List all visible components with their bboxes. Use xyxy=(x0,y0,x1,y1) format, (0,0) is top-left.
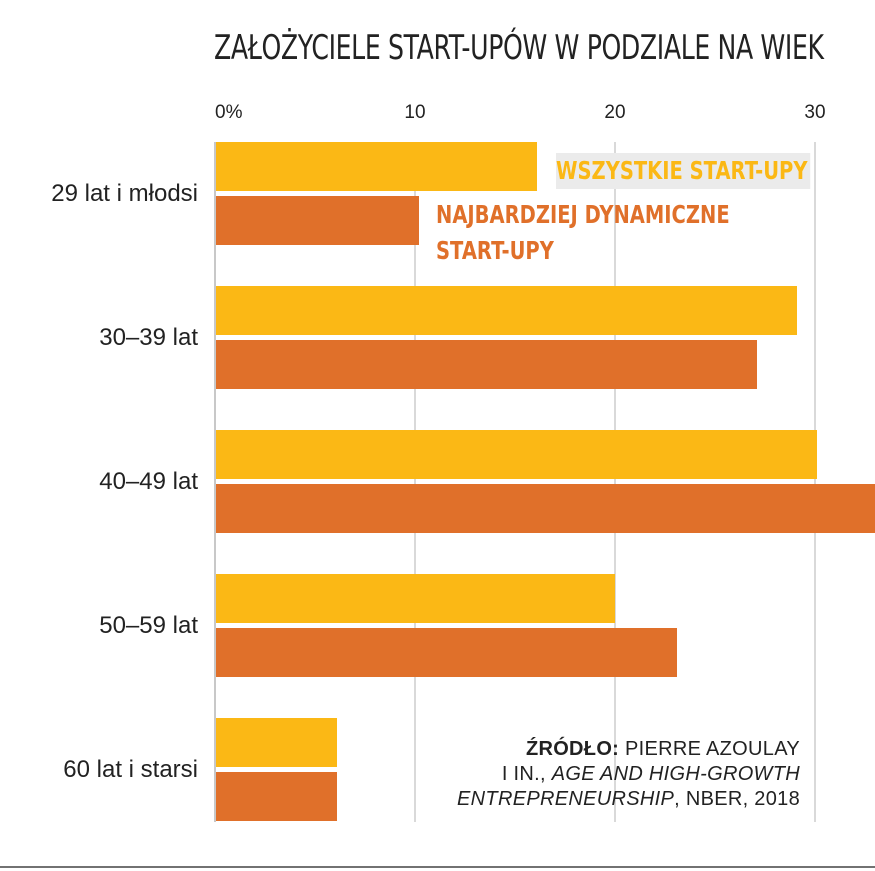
bar-all-startups xyxy=(215,718,337,767)
bar-all-startups xyxy=(215,430,817,479)
bar-dynamic-startups xyxy=(215,772,337,821)
source-title-part1: AGE AND HIGH-GROWTH xyxy=(551,763,800,785)
bar-dynamic-startups xyxy=(215,340,757,389)
source-line-2: I IN., AGE AND HIGH-GROWTH xyxy=(457,762,800,787)
source-note: ŹRÓDŁO: PIERRE AZOULAY I IN., AGE AND HI… xyxy=(457,737,800,812)
source-title-part2: ENTREPRENEURSHIP xyxy=(457,788,675,810)
category-label: 29 lat i młodsi xyxy=(51,180,198,207)
category-label: 40–49 lat xyxy=(99,468,198,495)
category-label: 50–59 lat xyxy=(99,612,198,639)
x-tick-label: 10 xyxy=(404,102,425,123)
bar-all-startups xyxy=(215,142,537,191)
x-tick-label: 20 xyxy=(604,102,625,123)
source-line-3: ENTREPRENEURSHIP, NBER, 2018 xyxy=(457,787,800,812)
legend-all-startups: WSZYSTKIE START-UPY xyxy=(556,153,811,189)
bar-dynamic-startups xyxy=(215,196,419,245)
source-publisher: , NBER, 2018 xyxy=(674,788,800,810)
bar-dynamic-startups xyxy=(215,628,677,677)
source-line-1: ŹRÓDŁO: PIERRE AZOULAY xyxy=(457,737,800,762)
chart-title: ZAŁOŻYCIELE START-UPÓW W PODZIALE NA WIE… xyxy=(214,28,824,68)
x-tick-label: 30 xyxy=(804,102,825,123)
source-etal: I IN., xyxy=(501,763,552,785)
category-label: 30–39 lat xyxy=(99,324,198,351)
bar-all-startups xyxy=(215,574,615,623)
legend-dynamic-startups-line2: START-UPY xyxy=(436,236,554,265)
source-authors: PIERRE AZOULAY xyxy=(625,738,800,760)
bar-dynamic-startups xyxy=(215,484,875,533)
source-label: ŹRÓDŁO: xyxy=(525,738,620,760)
legend-dynamic-startups-line1: NAJBARDZIEJ DYNAMICZNE xyxy=(436,200,730,229)
x-tick-label: 0% xyxy=(215,102,243,123)
category-label: 60 lat i starsi xyxy=(63,756,198,783)
bar-all-startups xyxy=(215,286,797,335)
